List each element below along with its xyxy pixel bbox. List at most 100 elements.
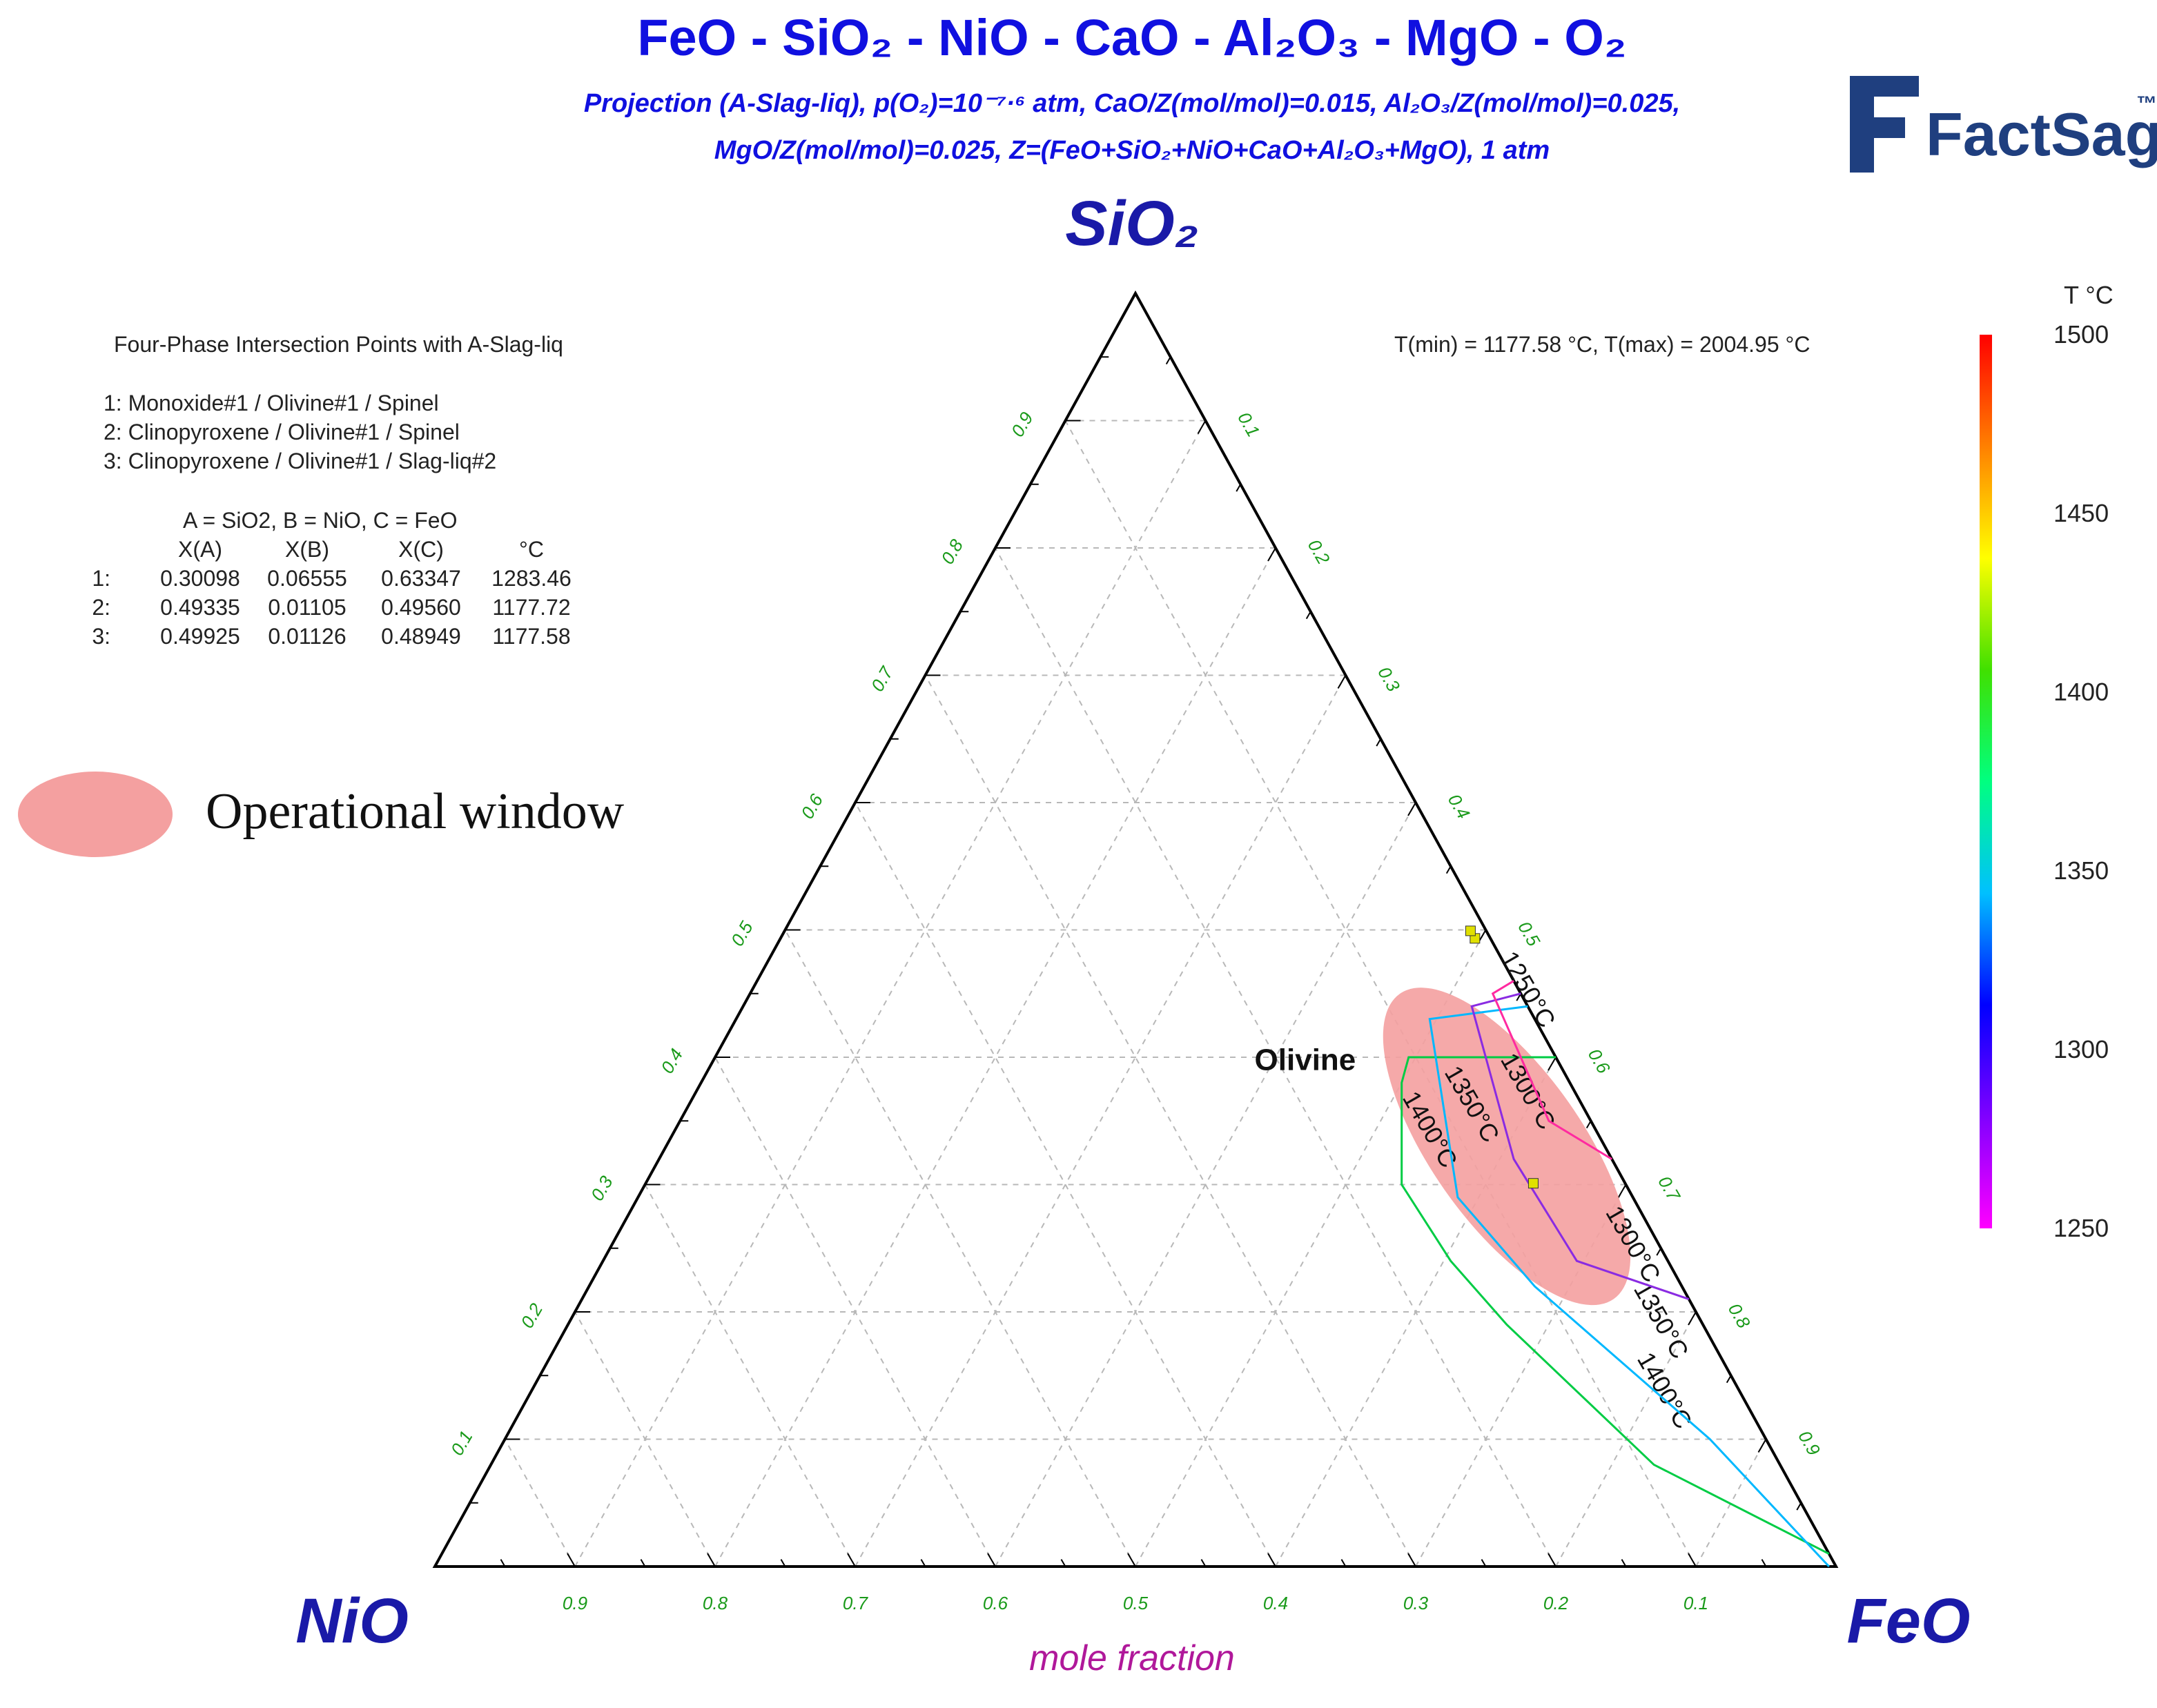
info-mapping: A = SiO2, B = NiO, C = FeO: [183, 508, 457, 533]
tick-mark: [1757, 1438, 1767, 1453]
colorbar-ticks: 1500 1450 1400 1350 1300 1250: [2053, 320, 2109, 1242]
info-point-1: 1: Monoxide#1 / Olivine#1 / Spinel: [104, 391, 439, 415]
table-header-xb: X(B): [285, 537, 329, 562]
tick-mark: [1481, 1559, 1487, 1567]
table-cell-r1-c2: 0.06555: [267, 566, 347, 591]
grid-line: [1064, 420, 1697, 1567]
table-cell-r3-c4: 1177.58: [492, 624, 570, 649]
tick-label-right: 0.5: [1514, 918, 1544, 950]
colorbar-tick-label: 1450: [2053, 499, 2109, 527]
tick-mark: [920, 1559, 926, 1567]
tick-mark: [1407, 802, 1416, 816]
tick-mark: [1621, 1559, 1627, 1567]
chart-title: FeO - SiO₂ - NiO - CaO - Al₂O₃ - MgO - O…: [637, 9, 1626, 66]
grid-line: [924, 675, 1416, 1567]
isotherm-1350: [1428, 1005, 1830, 1568]
table-cell-r3-c2: 0.01126: [268, 624, 346, 649]
tick-label-bottom: 0.8: [703, 1593, 728, 1613]
tick-label-bottom: 0.9: [563, 1593, 587, 1613]
colorbar-tick-label: 1300: [2053, 1035, 2109, 1063]
tick-mark: [567, 1553, 576, 1567]
tick-mark: [707, 1553, 716, 1567]
tick-mark: [1127, 1553, 1136, 1567]
tick-mark: [1340, 1559, 1347, 1567]
table-cell-r2-c1: 0.49335: [160, 595, 240, 620]
table-cell-r1-c0: 1:: [92, 566, 110, 591]
tick-label-left: 0.4: [656, 1045, 687, 1077]
legend-swatch: [18, 772, 173, 857]
trange-text: T(min) = 1177.58 °C, T(max) = 2004.95 °C: [1394, 332, 1810, 357]
colorbar-tick-label: 1500: [2053, 320, 2109, 349]
tick-label-left: 0.3: [587, 1172, 617, 1204]
legend-label: Operational window: [206, 783, 625, 840]
vertex-label-top: SiO₂: [1065, 188, 1199, 259]
tick-mark: [847, 1553, 856, 1567]
table-cell-r1-c3: 0.63347: [381, 566, 461, 591]
tick-label-left: 0.2: [516, 1299, 547, 1332]
tick-mark: [987, 1553, 996, 1567]
tick-label-left: 0.8: [937, 536, 967, 568]
tick-label-right: 0.6: [1584, 1045, 1614, 1077]
tick-mark: [1337, 674, 1347, 689]
intersection-table: 1: 0.30098 0.06555 0.63347 1283.46 2: 0.49335 0…: [92, 566, 572, 649]
tick-mark: [1617, 1184, 1627, 1199]
table-cell-r2-c4: 1177.72: [492, 595, 570, 620]
logo-mark-icon: [1850, 76, 1919, 173]
colorbar-tick-label: 1350: [2053, 856, 2109, 885]
tick-mark: [1197, 420, 1207, 435]
tick-mark: [1548, 1057, 1556, 1071]
ternary-triangle: [432, 290, 1839, 1568]
colorbar-tick-label: 1400: [2053, 678, 2109, 706]
intersection-point-marker: [1465, 925, 1476, 936]
isotherm-1400: [1400, 1056, 1830, 1555]
tick-mark: [500, 1559, 506, 1567]
intersection-point-marker: [1528, 1178, 1539, 1189]
chart-subtitle-line2: MgO/Z(mol/mol)=0.025, Z=(FeO+SiO₂+NiO+Ca…: [714, 136, 1550, 165]
tick-label-bottom: 0.1: [1683, 1593, 1708, 1613]
grid-line: [504, 1439, 576, 1567]
tick-mark: [1376, 738, 1382, 747]
ternary-plot: 0.1 0.1 0.1 0.2 0.2 0.2 0.3 0.3 0.3 0.4 0.4 0.4 0.5 0…: [432, 290, 1839, 1613]
tick-mark: [640, 1559, 646, 1567]
table-cell-r2-c2: 0.01105: [268, 595, 346, 620]
tick-mark: [1305, 611, 1311, 620]
tick-mark: [1688, 1553, 1697, 1567]
axis-label-bottom: mole fraction: [1029, 1638, 1235, 1678]
tick-label-bottom: 0.3: [1403, 1593, 1429, 1613]
tick-mark: [1267, 547, 1276, 562]
tick-mark: [1267, 1553, 1276, 1567]
tick-label-right: 0.9: [1794, 1427, 1824, 1459]
tick-label-left: 0.7: [867, 662, 898, 696]
colorbar-tick-label: 1250: [2053, 1214, 2109, 1242]
tick-label-bottom: 0.7: [843, 1593, 869, 1613]
tick-mark: [1761, 1559, 1767, 1567]
tick-mark: [1165, 356, 1171, 365]
tick-label-left: 0.5: [727, 917, 757, 950]
operational-window-ellipse: [1383, 988, 1631, 1306]
tick-label-right: 0.4: [1444, 790, 1474, 822]
olivine-label: Olivine: [1255, 1043, 1356, 1077]
chart-subtitle-line1: Projection (A-Slag-liq), p(O₂)=10⁻⁷·⁶ at…: [584, 89, 1680, 118]
table-cell-r1-c4: 1283.46: [491, 566, 572, 591]
colorbar-gradient: [1980, 335, 1992, 1228]
table-cell-r3-c0: 3:: [92, 624, 110, 649]
table-cell-r3-c3: 0.48949: [381, 624, 461, 649]
grid-line: [644, 1184, 856, 1567]
grid-line: [574, 420, 1207, 1567]
grid-line: [1275, 1057, 1556, 1567]
tick-label-right: 0.2: [1304, 536, 1334, 568]
grid-line: [714, 547, 1276, 1567]
table-cell-r3-c1: 0.49925: [160, 624, 240, 649]
tick-label-right: 0.1: [1233, 409, 1264, 440]
grid-line: [784, 930, 1136, 1567]
table-header-xa: X(A): [178, 537, 222, 562]
vertex-label-right: FeO: [1847, 1586, 1971, 1656]
grid-line: [714, 1057, 996, 1567]
tick-label-bottom: 0.5: [1123, 1593, 1149, 1613]
tick-mark: [1407, 1553, 1416, 1567]
factsage-logo: FactSage ™: [1850, 76, 2157, 173]
table-cell-r1-c1: 0.30098: [160, 566, 240, 591]
tick-label-right: 0.3: [1374, 663, 1404, 696]
isotherm-1250: [1491, 980, 1612, 1160]
table-cell-r2-c0: 2:: [92, 595, 110, 620]
